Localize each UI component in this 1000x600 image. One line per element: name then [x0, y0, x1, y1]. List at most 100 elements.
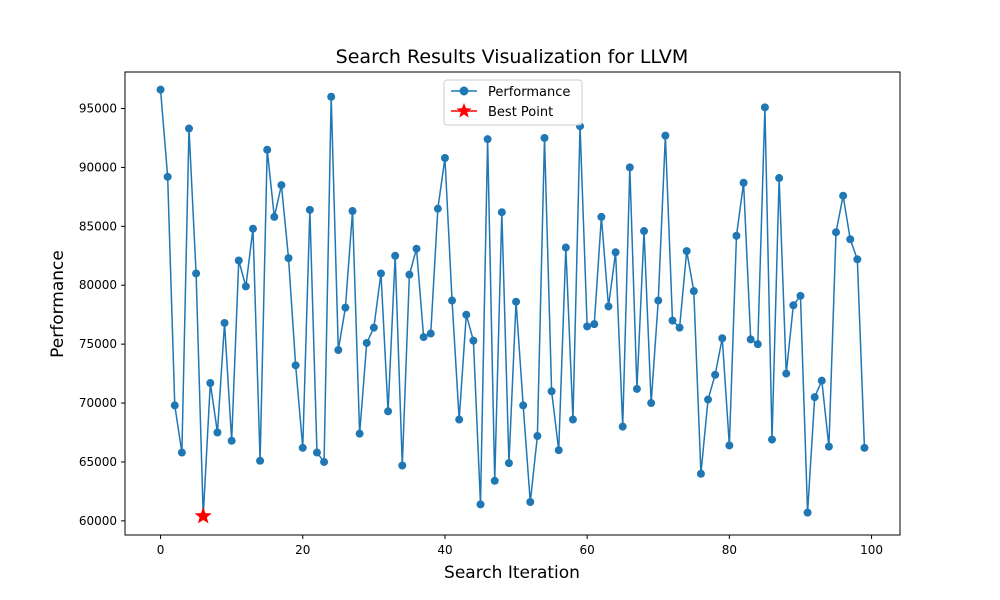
- legend-box: [443, 79, 583, 126]
- data-point: [604, 302, 613, 311]
- x-tick-label: 80: [722, 543, 737, 557]
- data-point: [384, 407, 393, 416]
- data-point: [248, 224, 257, 233]
- data-point: [376, 269, 385, 278]
- data-point: [256, 456, 265, 465]
- plot-frame: [124, 71, 901, 536]
- best-point-star: [194, 507, 212, 524]
- data-point: [803, 508, 812, 517]
- data-point: [412, 244, 421, 253]
- data-point: [391, 251, 400, 260]
- data-point: [305, 205, 314, 214]
- data-point: [220, 318, 229, 327]
- x-tick-label: 60: [580, 543, 595, 557]
- data-point: [718, 334, 727, 343]
- data-point: [320, 457, 329, 466]
- data-point: [817, 376, 826, 385]
- data-point: [661, 131, 670, 140]
- data-point: [561, 243, 570, 252]
- data-point: [746, 335, 755, 344]
- data-point: [590, 320, 599, 329]
- data-point: [291, 361, 300, 370]
- data-point: [611, 248, 620, 257]
- data-point: [455, 415, 464, 424]
- x-axis-ticks: 0 20 40 60 80 100: [157, 535, 883, 557]
- y-tick-label: 70000: [79, 396, 117, 410]
- chart-title: Search Results Visualization for LLVM: [336, 46, 689, 68]
- y-tick-label: 95000: [79, 102, 117, 116]
- data-point: [832, 228, 841, 237]
- y-axis-label: Performance: [48, 250, 68, 358]
- y-tick-label: 80000: [79, 278, 117, 292]
- x-tick-label: 0: [157, 543, 165, 557]
- data-point: [448, 296, 457, 305]
- data-point: [824, 442, 833, 451]
- data-point: [540, 133, 549, 142]
- data-point: [476, 500, 485, 509]
- data-point: [732, 231, 741, 240]
- data-point: [640, 227, 649, 236]
- data-point: [483, 135, 492, 144]
- data-point: [526, 498, 535, 507]
- legend-best-star-icon: [456, 103, 472, 118]
- data-point: [426, 329, 435, 338]
- data-point: [170, 401, 179, 410]
- data-point: [497, 208, 506, 217]
- data-point: [184, 124, 193, 133]
- data-point: [775, 174, 784, 183]
- data-point: [263, 145, 272, 154]
- data-point: [327, 92, 336, 101]
- data-point: [583, 322, 592, 331]
- data-point: [618, 422, 627, 431]
- data-point: [860, 443, 869, 452]
- data-point: [782, 369, 791, 378]
- y-tick-label: 60000: [79, 514, 117, 528]
- data-point: [177, 448, 186, 457]
- data-point: [547, 387, 556, 396]
- data-point: [398, 461, 407, 470]
- y-axis-ticks: 60000 65000 70000 75000 80000 85000 90000 95000: [79, 102, 125, 528]
- data-point: [213, 428, 222, 437]
- data-point: [725, 441, 734, 450]
- data-point: [419, 333, 428, 342]
- data-point: [227, 436, 236, 445]
- x-axis-label: Search Iteration: [444, 563, 580, 583]
- legend: Performance Best Point: [443, 79, 583, 126]
- data-point: [853, 255, 862, 264]
- data-point: [206, 379, 215, 388]
- data-point: [846, 235, 855, 244]
- data-point: [163, 172, 172, 181]
- data-point: [519, 401, 528, 410]
- legend-performance-marker: [459, 86, 469, 96]
- data-point: [504, 459, 513, 468]
- data-point: [668, 316, 677, 325]
- data-point: [682, 247, 691, 256]
- data-point: [348, 207, 357, 216]
- data-point: [647, 399, 656, 408]
- data-point: [739, 178, 748, 187]
- data-point: [312, 448, 321, 457]
- data-point: [362, 338, 371, 347]
- y-tick-label: 65000: [79, 455, 117, 469]
- data-point: [469, 336, 478, 345]
- data-point: [341, 303, 350, 312]
- data-point: [234, 256, 243, 265]
- y-tick-label: 75000: [79, 337, 117, 351]
- data-point: [334, 346, 343, 355]
- x-tick-label: 100: [860, 543, 883, 557]
- data-point: [355, 429, 364, 438]
- data-point: [568, 415, 577, 424]
- data-point: [696, 469, 705, 478]
- data-point: [462, 310, 471, 319]
- data-point: [369, 323, 378, 332]
- data-point: [768, 435, 777, 444]
- data-point: [654, 296, 663, 305]
- data-point: [284, 254, 293, 263]
- y-tick-label: 85000: [79, 219, 117, 233]
- data-point: [839, 191, 848, 200]
- data-point: [796, 291, 805, 300]
- data-point: [440, 154, 449, 162]
- data-point: [270, 212, 279, 221]
- data-point: [277, 181, 286, 190]
